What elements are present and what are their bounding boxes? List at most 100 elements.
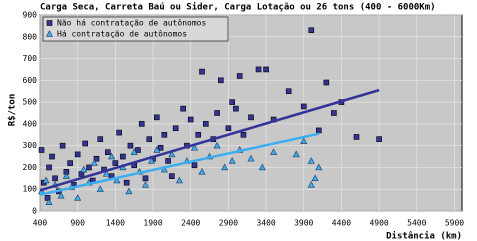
point	[228, 157, 236, 164]
point	[116, 129, 122, 136]
x-tick-label: 400	[33, 219, 48, 228]
x-tick-label: 3900	[294, 219, 313, 228]
point	[315, 163, 323, 171]
y-tick-label: 200	[23, 163, 38, 172]
point	[112, 160, 119, 166]
point	[52, 175, 58, 182]
legend-marker	[46, 20, 53, 26]
point	[199, 68, 205, 75]
x-tick-label: 4900	[369, 219, 388, 228]
point	[59, 142, 66, 149]
point	[165, 158, 171, 164]
point	[300, 103, 307, 110]
point	[123, 179, 130, 186]
point	[169, 173, 175, 179]
point	[307, 157, 315, 164]
x-tick-label: 3400	[256, 219, 275, 228]
point	[62, 172, 70, 179]
point	[300, 137, 308, 145]
point	[42, 176, 50, 184]
point	[46, 164, 52, 171]
y-axis-label: R$/ton	[8, 94, 18, 127]
point	[90, 159, 98, 166]
point	[292, 150, 300, 158]
point	[153, 146, 161, 153]
point	[240, 131, 247, 138]
point	[263, 66, 269, 73]
point	[172, 125, 179, 132]
point	[229, 99, 235, 105]
point	[353, 134, 360, 140]
y-tick-label: 0	[32, 207, 37, 216]
point	[191, 162, 198, 169]
point	[195, 131, 202, 138]
point	[376, 136, 382, 142]
point	[236, 73, 243, 79]
x-axis-label: Distância (km)	[386, 231, 462, 241]
x-tick-label: 5900	[445, 219, 464, 228]
legend-box	[42, 16, 229, 42]
point	[135, 147, 141, 153]
point	[202, 121, 209, 127]
point	[248, 114, 254, 121]
point	[86, 164, 92, 171]
point	[44, 195, 51, 201]
y-tick-label: 400	[23, 119, 38, 128]
trend-line	[39, 132, 320, 196]
point	[67, 160, 73, 166]
x-tick-label: 1900	[143, 219, 162, 228]
y-tick-label: 300	[23, 141, 38, 150]
point	[154, 114, 160, 121]
point	[221, 163, 229, 171]
point	[316, 127, 322, 134]
point	[148, 157, 156, 164]
point	[130, 148, 138, 155]
y-tick-label: 500	[23, 98, 38, 107]
point	[187, 116, 194, 123]
point	[168, 150, 176, 158]
point	[233, 105, 239, 112]
trend-line	[39, 88, 380, 192]
point	[120, 153, 126, 160]
point	[105, 149, 111, 155]
point	[102, 170, 110, 177]
point	[213, 141, 221, 149]
point	[198, 167, 206, 175]
x-tick-label: 900	[70, 219, 85, 228]
point	[125, 187, 133, 195]
x-tick-label: 2400	[181, 219, 200, 228]
point	[82, 140, 89, 147]
point	[258, 163, 266, 171]
point	[331, 110, 337, 116]
y-tick-label: 600	[23, 76, 38, 85]
point	[113, 176, 121, 184]
point	[57, 191, 65, 199]
y-tick-label: 100	[23, 185, 38, 194]
point	[323, 79, 330, 86]
point	[157, 145, 164, 151]
point	[161, 131, 168, 138]
point	[93, 155, 100, 162]
point	[38, 147, 45, 153]
y-tick-label: 900	[23, 11, 38, 20]
point	[97, 136, 104, 142]
point	[80, 165, 88, 173]
x-tick-label: 1400	[106, 219, 125, 228]
point	[307, 181, 315, 188]
point	[74, 151, 81, 158]
point	[247, 154, 255, 162]
point	[49, 153, 55, 160]
point	[45, 198, 53, 205]
point	[108, 152, 116, 160]
point	[142, 175, 149, 182]
point	[160, 165, 168, 173]
point	[308, 27, 315, 34]
x-tick-label: 2900	[219, 219, 238, 228]
point	[180, 105, 186, 112]
point	[74, 194, 82, 201]
point	[141, 181, 150, 188]
point	[214, 110, 220, 116]
point	[146, 136, 153, 142]
x-tick-label: 5400	[407, 219, 426, 228]
